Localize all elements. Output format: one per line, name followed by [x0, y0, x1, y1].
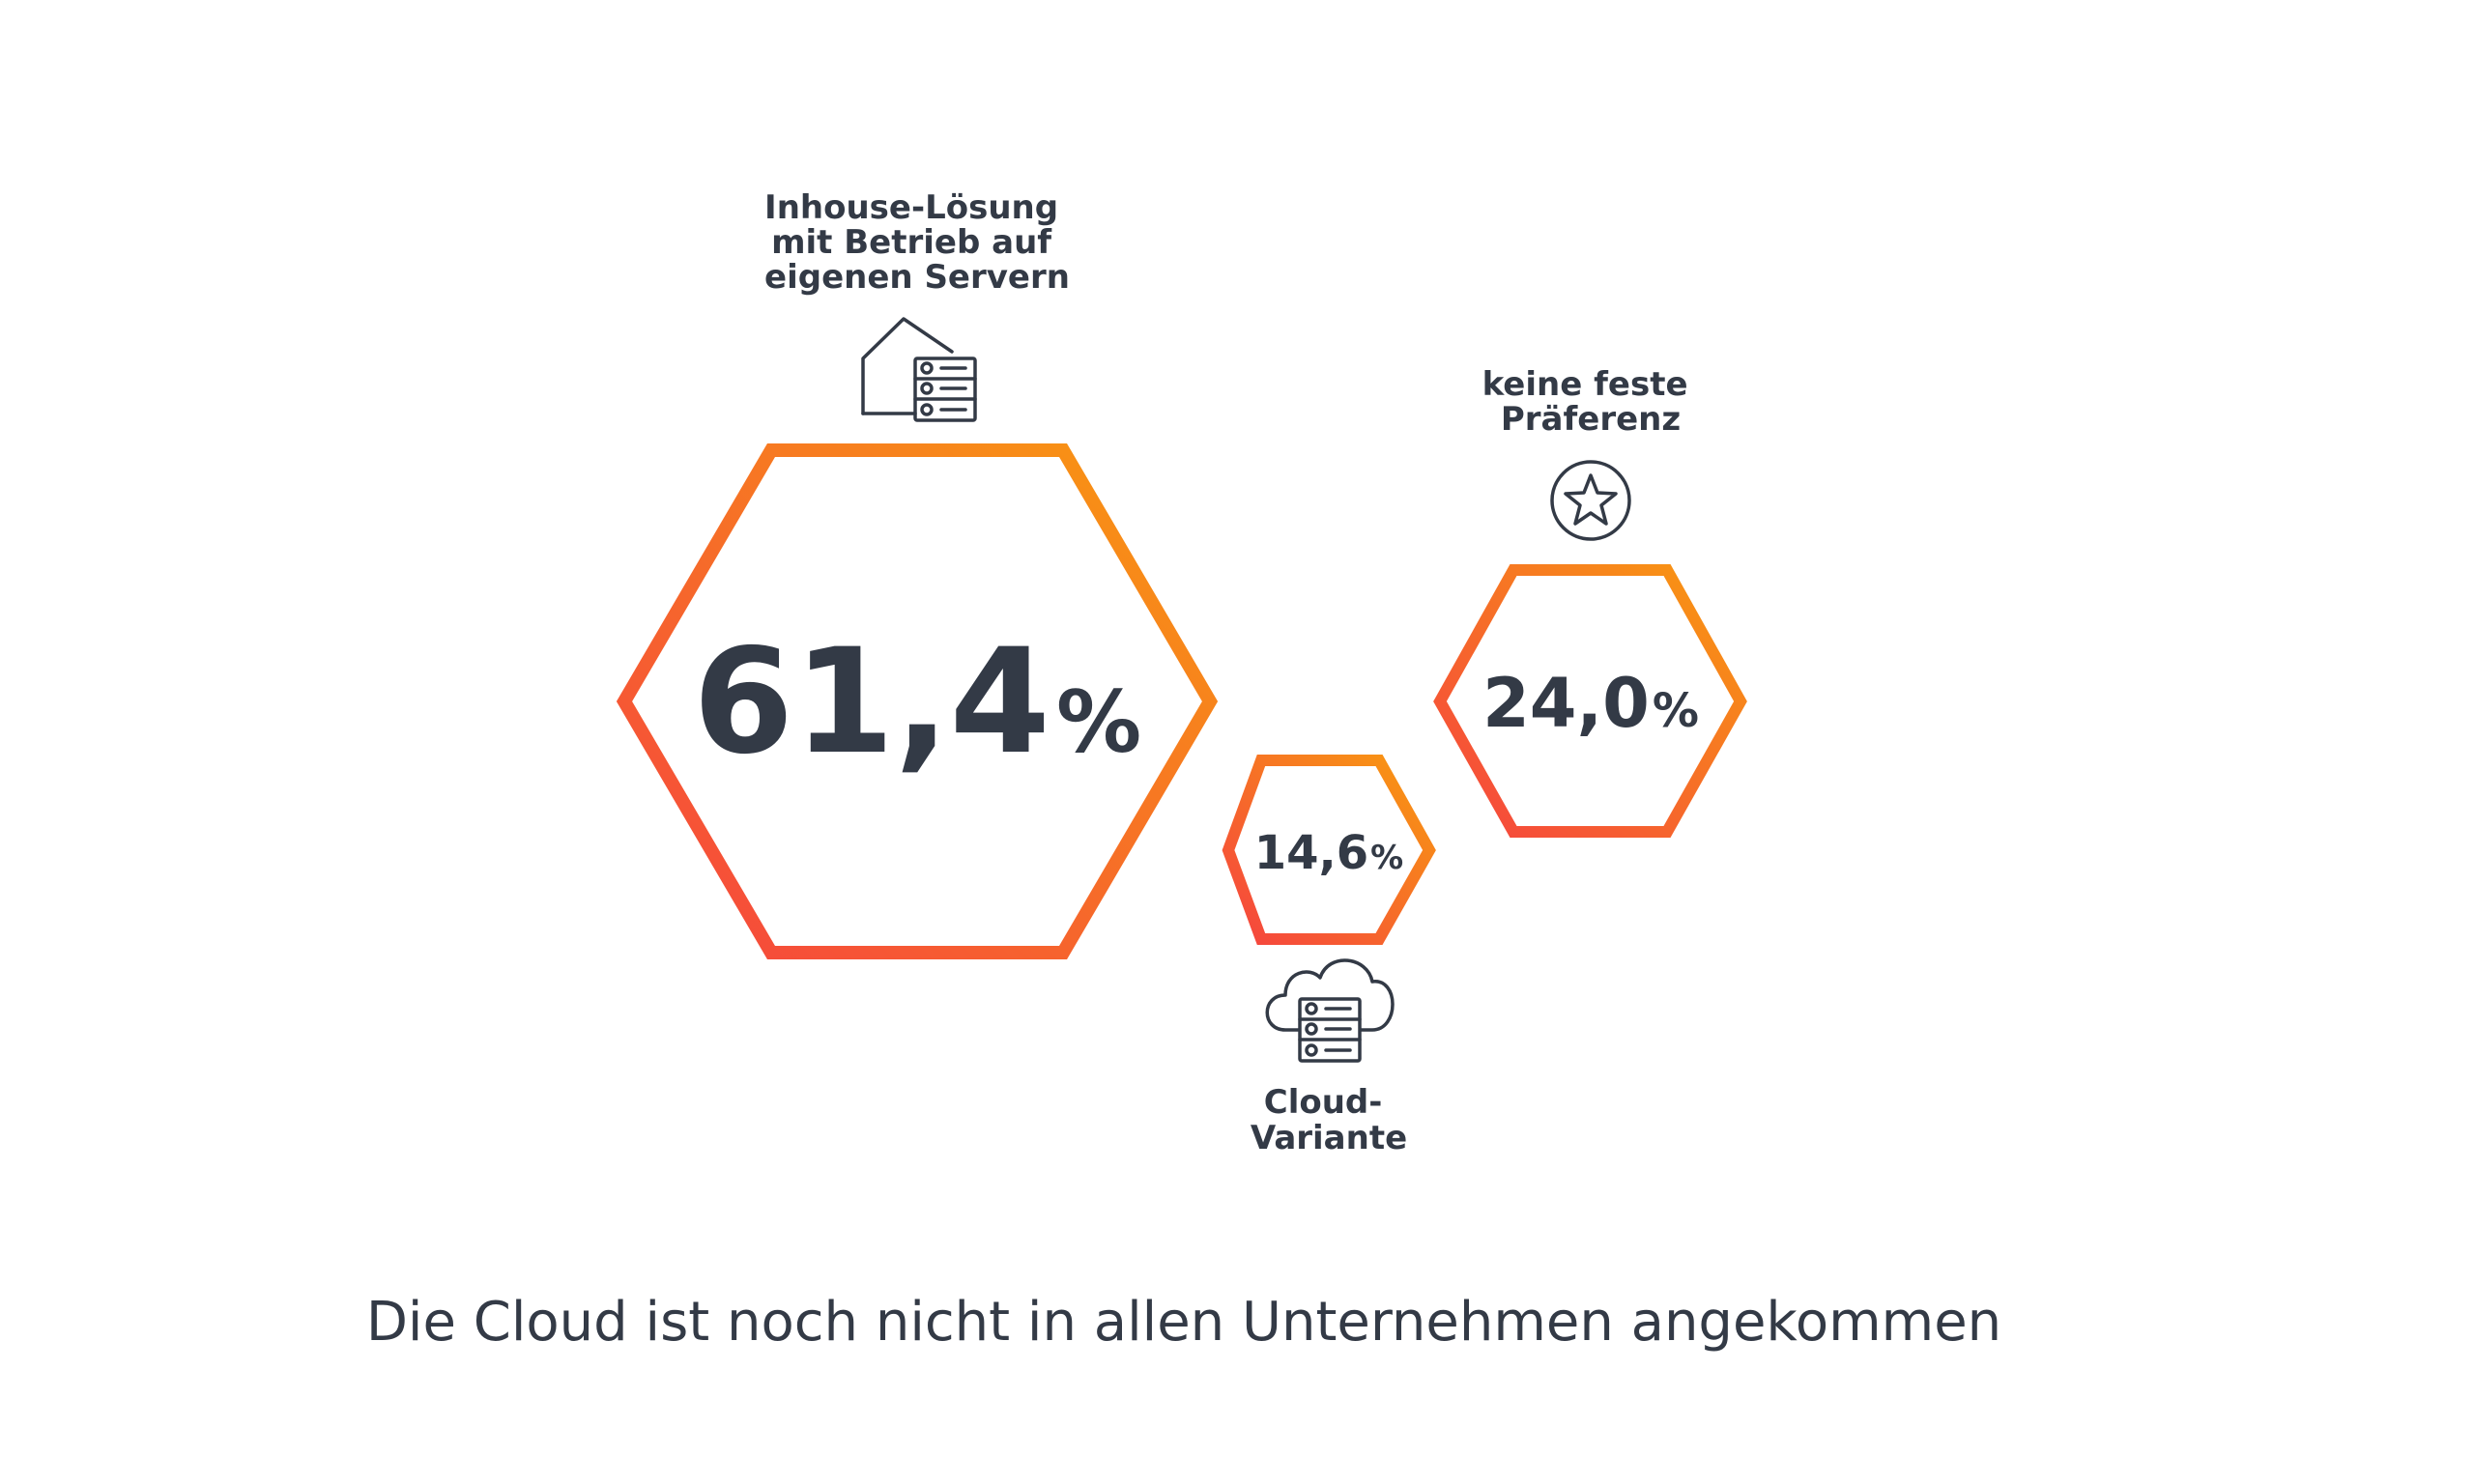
category-label-inhouse: Inhouse-Lösung mit Betrieb auf eigenen S… — [764, 188, 1070, 297]
category-label-cloud-line-1: Cloud- — [1264, 1083, 1383, 1122]
category-label-inhouse-line-1: Inhouse-Lösung — [764, 188, 1058, 227]
category-label-no-preference-line-1: keine feste — [1482, 365, 1688, 404]
value-number-no-preference: 24,0 — [1482, 664, 1650, 743]
value-unit-cloud: % — [1370, 839, 1403, 877]
category-label-inhouse-line-2: mit Betrieb auf — [771, 223, 1052, 262]
value-label-cloud: 14,6% — [1254, 826, 1404, 880]
category-label-cloud: Cloud- Variante — [1251, 1083, 1407, 1157]
hex-bubble-no-preference: 24,0% — [1433, 564, 1747, 838]
value-unit-inhouse: % — [1056, 672, 1141, 772]
cloud-server-icon — [1265, 958, 1395, 1063]
category-label-no-preference: keine feste Präferenz — [1482, 365, 1700, 439]
value-label-inhouse: 61,4% — [693, 618, 1141, 786]
category-label-cloud-line-2: Variante — [1251, 1119, 1407, 1157]
hex-bubble-cloud: 14,6% — [1222, 755, 1436, 945]
hex-shape-no-preference — [1433, 564, 1747, 838]
category-label-no-preference-line-2: Präferenz — [1501, 400, 1681, 439]
hex-bubble-inhouse: 61,4% — [616, 443, 1219, 959]
value-label-no-preference: 24,0% — [1482, 664, 1699, 743]
value-number-inhouse: 61,4 — [693, 618, 1050, 786]
star-circle-icon — [1550, 460, 1631, 541]
category-label-inhouse-line-3: eigenen Servern — [764, 258, 1070, 297]
hex-shape-cloud — [1222, 755, 1436, 945]
house-server-icon — [861, 317, 977, 422]
value-unit-no-preference: % — [1653, 684, 1699, 738]
chart-title: Die Cloud ist noch nicht in allen Untern… — [366, 1291, 2001, 1354]
value-number-cloud: 14,6 — [1254, 826, 1368, 880]
hex-shape-inhouse — [616, 443, 1219, 959]
